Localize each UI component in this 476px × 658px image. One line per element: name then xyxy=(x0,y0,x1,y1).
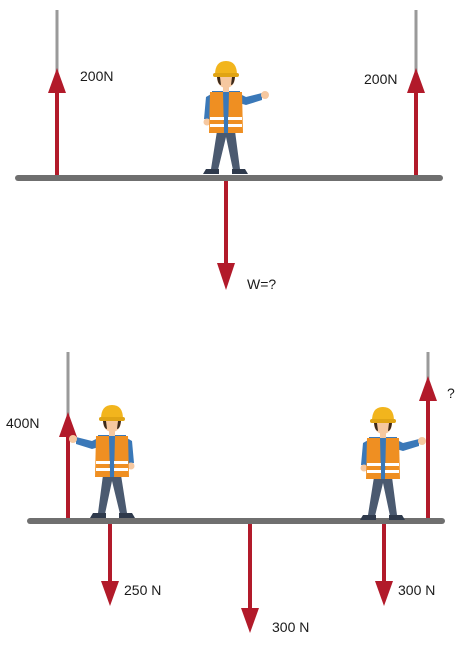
worker xyxy=(203,61,269,174)
weight-label: W=? xyxy=(247,276,276,292)
right-support-force-label: ? xyxy=(447,385,455,401)
left-worker-weight-arrow xyxy=(101,523,119,606)
right-support-arrow xyxy=(419,376,437,520)
right-worker xyxy=(360,407,426,520)
left-support-arrow xyxy=(59,412,77,520)
left-worker-weight-label: 250 N xyxy=(124,582,161,598)
beam-weight-arrow xyxy=(241,523,259,633)
scenario-1: 200N 200N W=? xyxy=(15,10,443,292)
right-support-force-label: 200N xyxy=(364,71,397,87)
right-worker-weight-arrow xyxy=(375,523,393,606)
right-worker-weight-label: 300 N xyxy=(398,582,435,598)
left-worker xyxy=(69,405,135,518)
weight-arrow xyxy=(217,180,235,290)
right-support-arrow xyxy=(407,68,425,176)
scenario-2: 400N ? 250 N 300 N 300 N xyxy=(6,352,455,635)
left-support-force-label: 400N xyxy=(6,415,39,431)
left-support-arrow xyxy=(48,68,66,176)
beam-weight-label: 300 N xyxy=(272,619,309,635)
left-support-force-label: 200N xyxy=(80,68,113,84)
